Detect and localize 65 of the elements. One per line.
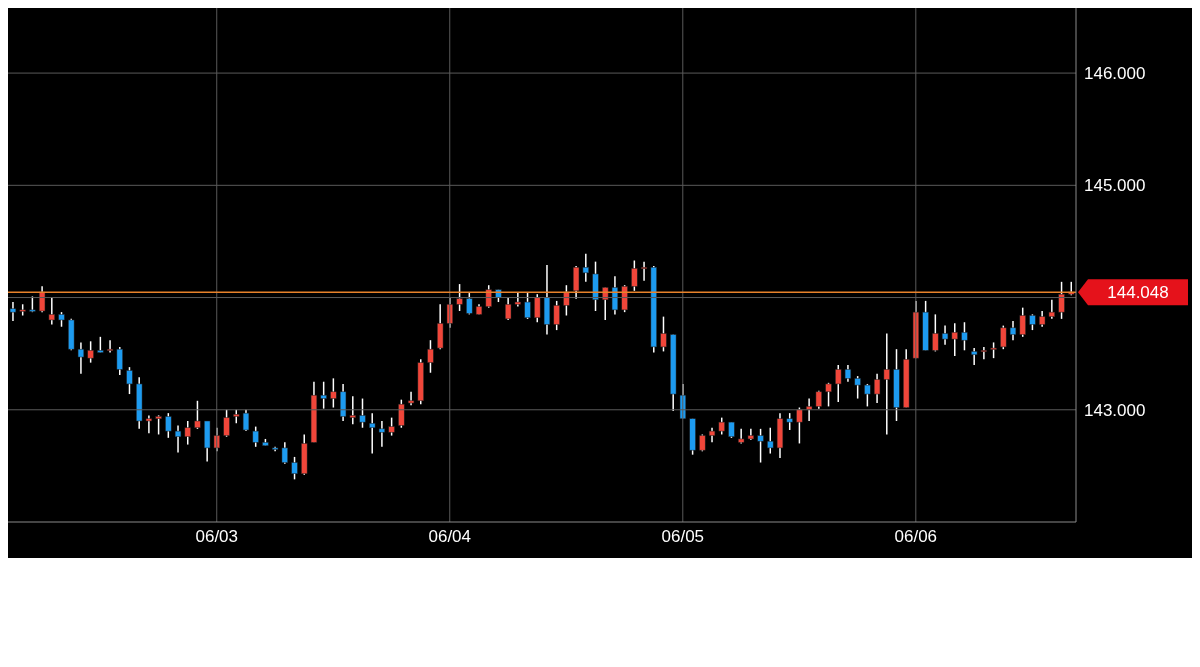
candlestick (252, 425, 259, 448)
ref-line-label: 144.048 (1107, 283, 1169, 303)
candlestick (767, 426, 774, 455)
candlestick (48, 296, 55, 326)
x-tick-label: 06/05 (661, 527, 705, 547)
candlestick (77, 341, 85, 375)
candlestick (582, 253, 589, 283)
candlestick (194, 400, 201, 430)
candlestick (524, 292, 531, 320)
candlestick (563, 284, 570, 317)
candlestick (553, 300, 560, 331)
candlestick (932, 313, 939, 353)
candlestick (951, 322, 958, 357)
candlestick (971, 347, 978, 366)
candlestick (835, 364, 842, 403)
candlestick (165, 412, 172, 439)
y-tick-label: 145.000 (1084, 176, 1146, 196)
candlestick (941, 324, 949, 346)
x-tick-label: 06/06 (894, 527, 938, 547)
candlestick (1048, 299, 1055, 320)
candlestick (349, 395, 356, 426)
candlestick (980, 346, 988, 361)
candlestick (485, 284, 492, 309)
candlestick (572, 265, 580, 300)
y-tick-label: 143.000 (1084, 400, 1146, 420)
y-tick-label: 146.000 (1084, 64, 1146, 84)
candlestick (320, 380, 327, 410)
candlestick (155, 414, 162, 436)
candlestick (116, 346, 123, 376)
candlestick (126, 366, 133, 395)
candlestick (456, 283, 463, 312)
candlestick (281, 441, 288, 465)
candlestick (407, 391, 415, 407)
candlestick (631, 259, 638, 292)
candlestick (184, 420, 191, 446)
candlestick (1009, 320, 1017, 341)
candlestick (660, 315, 667, 353)
candlestick (640, 260, 648, 282)
candlestick (1019, 306, 1026, 338)
candlestick (427, 339, 434, 374)
candlestick (378, 420, 386, 448)
candlestick (369, 412, 376, 455)
candlestick (291, 456, 298, 481)
candlestick (505, 296, 512, 321)
candlestick (223, 409, 230, 438)
x-tick-label: 06/04 (428, 527, 472, 547)
candlestick (145, 414, 153, 435)
x-tick-label: 06/03 (195, 527, 239, 547)
candlestick (961, 321, 968, 352)
candlestick (873, 373, 881, 404)
candlestick (611, 275, 619, 316)
candlestick (398, 398, 405, 429)
candlestick (106, 339, 114, 354)
candlestick (9, 301, 17, 322)
candlestick (883, 332, 890, 436)
candlestick (1058, 281, 1065, 320)
candlestick (359, 397, 366, 429)
candlestick (534, 293, 541, 323)
candlestick (1000, 324, 1007, 350)
candlestick (854, 375, 861, 400)
candlestick (330, 377, 337, 409)
candlestick (174, 424, 182, 454)
candlestick (757, 428, 764, 464)
candlestick (796, 406, 803, 445)
candlestick (87, 340, 94, 364)
